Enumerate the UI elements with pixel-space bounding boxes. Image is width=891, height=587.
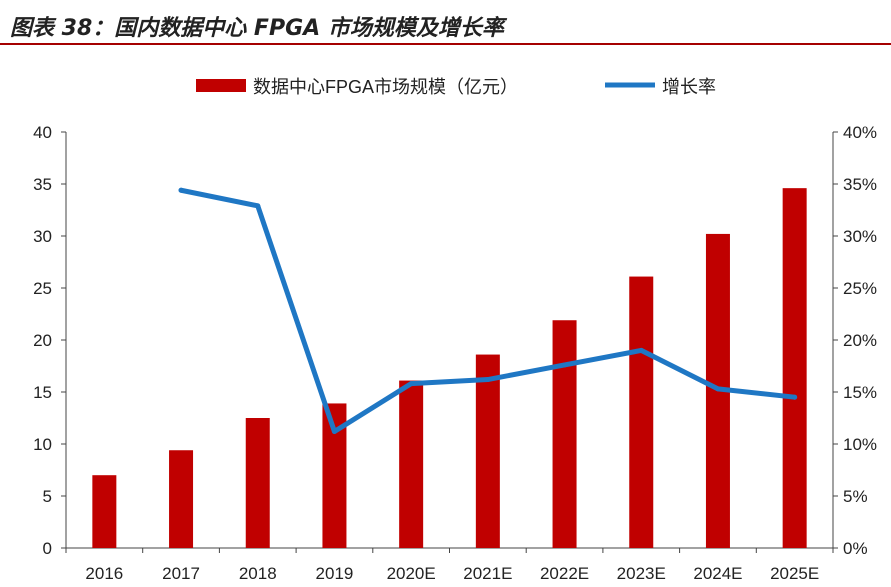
y-left-tick-label: 15 [33,383,52,402]
x-tick-label: 2020E [387,564,436,583]
bar-2022E [552,320,577,548]
x-tick-label: 2023E [617,564,666,583]
y-right-tick-label: 20% [843,331,877,350]
bar-2020E [399,380,424,548]
bar-2025E [782,188,807,548]
x-tick-label: 2017 [162,564,200,583]
y-left-tick-label: 35 [33,175,52,194]
x-tick-label: 2021E [463,564,512,583]
bar-2018 [245,418,270,548]
x-tick-label: 2016 [85,564,123,583]
growth-point-2019 [331,429,337,435]
growth-line [178,187,798,435]
axes: 0 5 10 15 20 25 30 35 40 0% 5% 10% 15% 20% 25% 30% 35% 40… [33,123,877,583]
x-tick-label: 2022E [540,564,589,583]
x-tick-label: 2019 [316,564,354,583]
growth-point-2018 [255,203,261,209]
y-left-tick-label: 10 [33,435,52,454]
y-left-tick-label: 5 [43,487,52,506]
y-right-tick-label: 15% [843,383,877,402]
y-left-tick-label: 25 [33,279,52,298]
y-left-tick-label: 20 [33,331,52,350]
figure-title: 图表 38：国内数据中心 FPGA 市场规模及增长率 [10,16,504,41]
y-right-tick-label: 40% [843,123,877,142]
growth-point-2020E [408,381,414,387]
bars [92,188,807,549]
legend-bar-swatch [196,79,246,92]
y-right-tick-label: 0% [843,539,868,558]
bar-2016 [92,475,117,548]
x-tick-label: 2018 [239,564,277,583]
growth-point-2021E [485,377,491,383]
y-left-tick-label: 40 [33,123,52,142]
y-right-tick-label: 30% [843,227,877,246]
x-tick-label: 2024E [693,564,742,583]
x-tick-label: 2025E [770,564,819,583]
figure-title-bar: 图表 38：国内数据中心 FPGA 市场规模及增长率 [0,0,891,45]
growth-point-2022E [562,362,568,368]
y-left-tick-label: 0 [43,539,52,558]
y-right-tick-label: 5% [843,487,868,506]
y-right-tick-label: 35% [843,175,877,194]
growth-point-2024E [715,386,721,392]
growth-point-2023E [638,347,644,353]
legend: 数据中心FPGA市场规模（亿元） 增长率 [196,77,716,97]
y-right-tick-label: 25% [843,279,877,298]
bar-2017 [169,450,194,548]
bar-2021E [475,354,500,548]
y-right-tick-label: 10% [843,435,877,454]
growth-point-2017 [178,187,184,193]
bar-2023E [629,276,654,548]
y-left-tick-label: 30 [33,227,52,246]
legend-bar-label: 数据中心FPGA市场规模（亿元） [253,77,518,97]
legend-line-label: 增长率 [662,77,716,97]
growth-point-2025E [792,394,798,400]
